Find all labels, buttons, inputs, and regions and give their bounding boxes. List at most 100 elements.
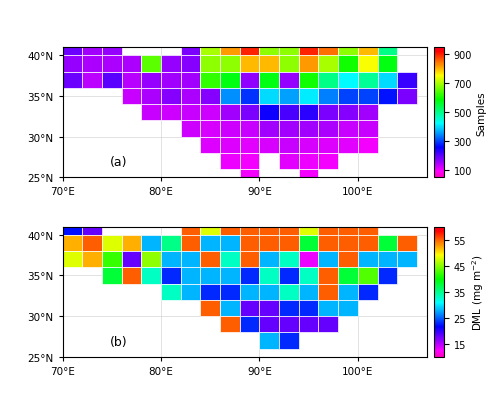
Bar <box>161 105 180 121</box>
Bar <box>240 121 260 137</box>
Bar <box>358 219 378 235</box>
Bar <box>180 56 201 73</box>
Bar <box>279 251 299 268</box>
Bar <box>102 268 122 284</box>
Bar <box>318 154 338 170</box>
Bar <box>299 154 318 170</box>
Bar <box>122 268 142 284</box>
Bar <box>180 251 201 268</box>
Bar <box>299 284 318 300</box>
Bar <box>260 332 279 349</box>
Bar <box>240 300 260 316</box>
Bar <box>122 56 142 73</box>
Bar <box>240 219 260 235</box>
Bar <box>161 73 180 89</box>
Bar <box>62 251 82 268</box>
Bar <box>358 73 378 89</box>
Bar <box>161 251 180 268</box>
Bar <box>180 268 201 284</box>
Bar <box>299 40 318 56</box>
Bar <box>260 300 279 316</box>
Bar <box>338 121 358 137</box>
Bar <box>180 89 201 105</box>
Bar <box>279 284 299 300</box>
Bar <box>358 137 378 154</box>
Bar <box>260 251 279 268</box>
Bar <box>220 154 240 170</box>
Bar <box>378 56 397 73</box>
Bar <box>220 251 240 268</box>
Bar <box>122 235 142 251</box>
Bar <box>299 268 318 284</box>
Bar <box>279 332 299 349</box>
Bar <box>82 40 102 56</box>
Bar <box>260 89 279 105</box>
Bar <box>240 40 260 56</box>
Bar <box>240 137 260 154</box>
Bar <box>279 300 299 316</box>
Bar <box>220 268 240 284</box>
Bar <box>338 40 358 56</box>
Bar <box>299 316 318 332</box>
Bar <box>82 219 102 235</box>
Bar <box>161 284 180 300</box>
Bar <box>318 121 338 137</box>
Bar <box>279 235 299 251</box>
Bar <box>279 121 299 137</box>
Bar <box>299 137 318 154</box>
Bar <box>260 56 279 73</box>
Bar <box>318 316 338 332</box>
Bar <box>220 73 240 89</box>
Bar <box>102 235 122 251</box>
Bar <box>338 56 358 73</box>
Bar <box>299 73 318 89</box>
Bar <box>180 105 201 121</box>
Bar <box>279 219 299 235</box>
Bar <box>142 235 161 251</box>
Bar <box>260 105 279 121</box>
Bar <box>180 219 201 235</box>
Bar <box>397 251 417 268</box>
Bar <box>240 284 260 300</box>
Bar <box>200 137 220 154</box>
Bar <box>378 251 397 268</box>
Bar <box>200 73 220 89</box>
Bar <box>378 268 397 284</box>
Bar <box>200 121 220 137</box>
Bar <box>318 268 338 284</box>
Bar <box>62 73 82 89</box>
Bar <box>338 235 358 251</box>
Bar <box>122 89 142 105</box>
Bar <box>318 235 338 251</box>
Bar <box>200 284 220 300</box>
Bar <box>260 316 279 332</box>
Bar <box>338 73 358 89</box>
Bar <box>260 121 279 137</box>
Bar <box>220 121 240 137</box>
Bar <box>240 56 260 73</box>
Bar <box>220 56 240 73</box>
Bar <box>260 40 279 56</box>
Bar <box>102 56 122 73</box>
Bar <box>200 105 220 121</box>
Bar <box>318 219 338 235</box>
Bar <box>279 154 299 170</box>
Bar <box>299 300 318 316</box>
Bar <box>260 219 279 235</box>
Bar <box>200 89 220 105</box>
Text: (a): (a) <box>110 156 128 169</box>
Bar <box>318 284 338 300</box>
Bar <box>279 316 299 332</box>
Bar <box>180 73 201 89</box>
Bar <box>200 300 220 316</box>
Bar <box>220 284 240 300</box>
Bar <box>338 300 358 316</box>
Bar <box>240 154 260 170</box>
Bar <box>62 219 82 235</box>
Bar <box>220 219 240 235</box>
Bar <box>279 89 299 105</box>
Bar <box>318 89 338 105</box>
Bar <box>358 56 378 73</box>
Bar <box>279 73 299 89</box>
Bar <box>102 40 122 56</box>
